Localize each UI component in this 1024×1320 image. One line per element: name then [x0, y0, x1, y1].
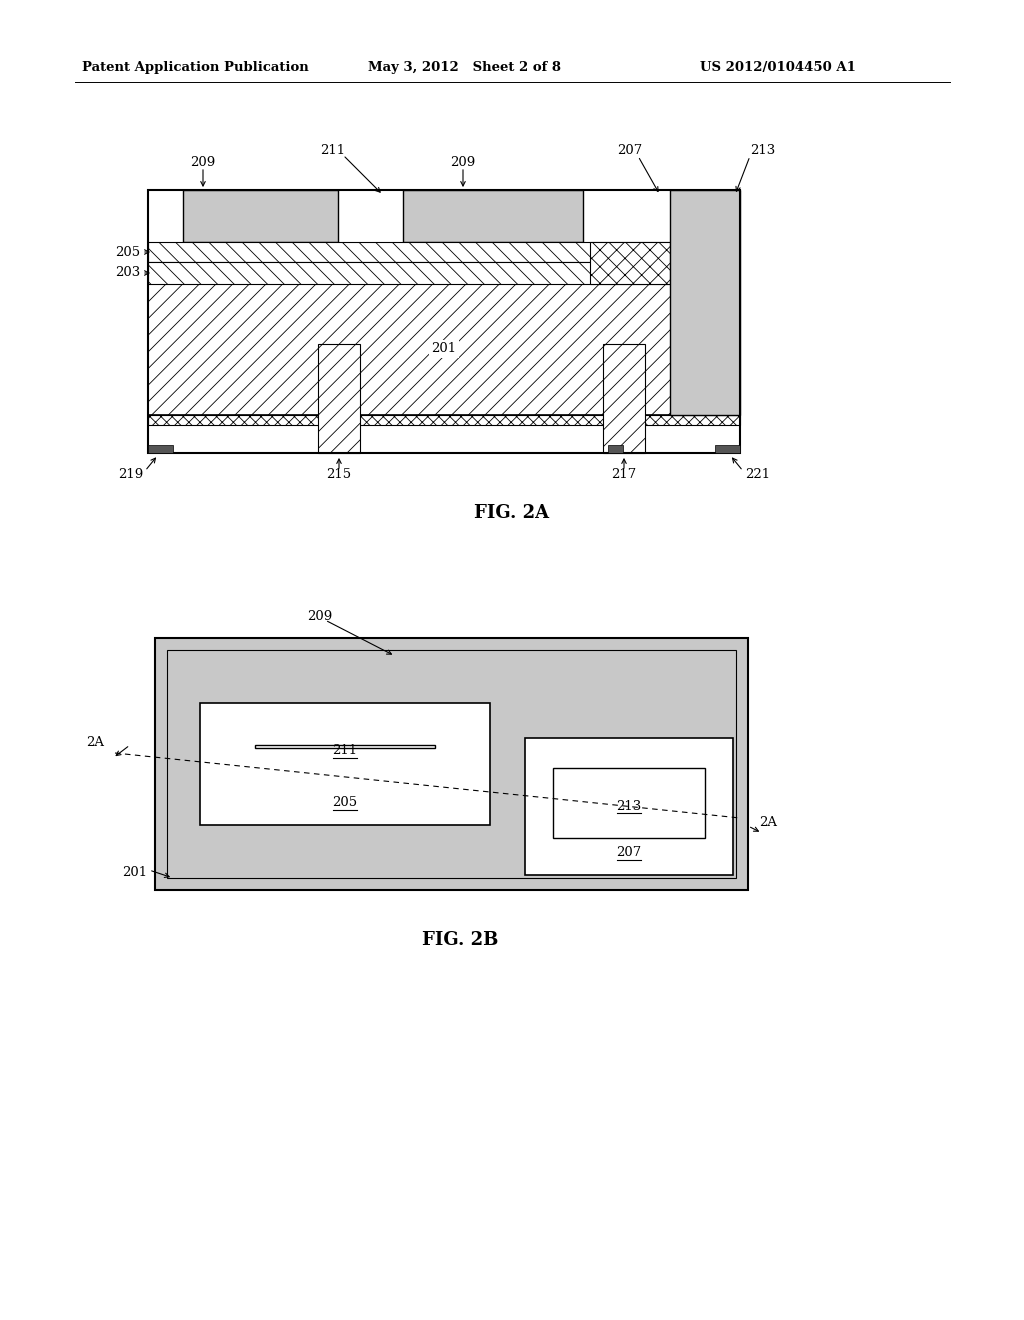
Text: 209: 209: [307, 610, 333, 623]
Text: 215: 215: [327, 469, 351, 482]
Text: 217: 217: [611, 469, 637, 482]
Bar: [148, 414, 740, 425]
Bar: [167, 649, 736, 878]
Bar: [318, 345, 360, 453]
Bar: [603, 345, 645, 453]
Bar: [553, 768, 705, 838]
Text: 203: 203: [115, 267, 140, 280]
Bar: [183, 190, 338, 242]
Bar: [670, 190, 740, 414]
Bar: [255, 744, 435, 748]
Bar: [590, 242, 670, 284]
Bar: [608, 445, 623, 453]
Text: FIG. 2B: FIG. 2B: [422, 931, 499, 949]
Text: 221: 221: [745, 469, 770, 482]
Text: 205: 205: [333, 796, 357, 809]
Bar: [715, 445, 740, 453]
Text: 211: 211: [333, 744, 357, 758]
Text: 205: 205: [115, 246, 140, 259]
Text: 201: 201: [431, 342, 457, 355]
Text: 207: 207: [616, 846, 642, 859]
Bar: [525, 738, 733, 875]
Text: 219: 219: [118, 469, 143, 482]
Text: 209: 209: [451, 156, 475, 169]
Text: 2A: 2A: [86, 737, 104, 750]
Bar: [155, 638, 748, 890]
Text: 209: 209: [190, 156, 216, 169]
Bar: [148, 242, 670, 261]
Bar: [403, 190, 583, 242]
Bar: [148, 445, 173, 453]
Text: Patent Application Publication: Patent Application Publication: [82, 62, 309, 74]
Text: 2A: 2A: [759, 817, 777, 829]
Text: 213: 213: [616, 800, 642, 813]
Text: 211: 211: [321, 144, 345, 157]
Bar: [148, 261, 670, 284]
Bar: [148, 284, 740, 414]
Text: FIG. 2A: FIG. 2A: [474, 504, 550, 521]
Text: US 2012/0104450 A1: US 2012/0104450 A1: [700, 62, 856, 74]
Text: 201: 201: [122, 866, 147, 879]
Text: 207: 207: [617, 144, 643, 157]
Text: 213: 213: [750, 144, 775, 157]
Bar: [200, 704, 490, 825]
Text: May 3, 2012   Sheet 2 of 8: May 3, 2012 Sheet 2 of 8: [368, 62, 561, 74]
Bar: [148, 190, 740, 453]
